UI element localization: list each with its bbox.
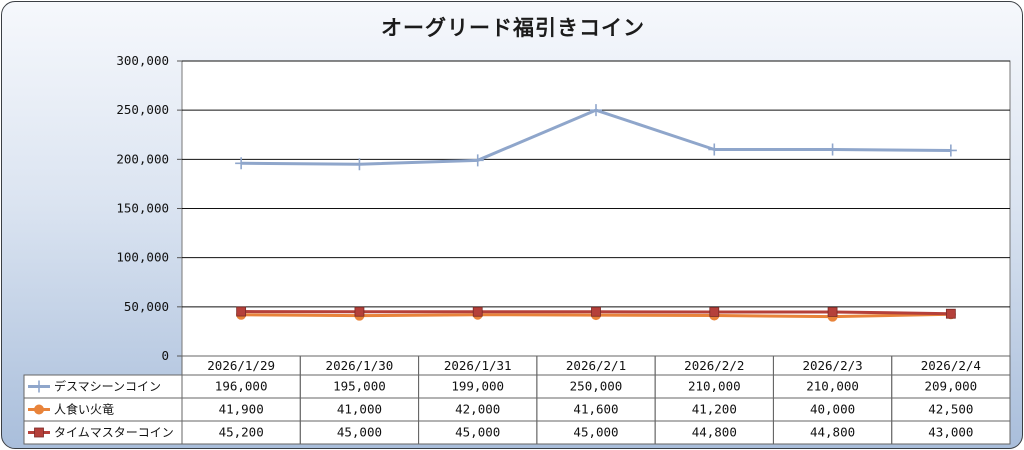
data-point bbox=[827, 307, 838, 317]
data-point bbox=[945, 308, 956, 319]
y-tick-label: 0 bbox=[161, 348, 169, 363]
data-point bbox=[944, 144, 957, 157]
data-table-value: 45,200 bbox=[219, 425, 264, 440]
data-table-value: 44,800 bbox=[810, 425, 855, 440]
data-table-value: 45,000 bbox=[455, 425, 500, 440]
data-table-value: 44,800 bbox=[692, 425, 737, 440]
data-point bbox=[354, 306, 365, 317]
data-table-value: 45,000 bbox=[573, 425, 618, 440]
x-category-label: 2026/1/31 bbox=[444, 358, 512, 373]
y-tick-label: 200,000 bbox=[116, 151, 169, 166]
data-point bbox=[235, 157, 248, 170]
table-row bbox=[23, 374, 1011, 399]
data-point bbox=[590, 104, 602, 117]
data-table-value: 42,000 bbox=[455, 402, 500, 417]
y-tick-label: 300,000 bbox=[116, 53, 169, 68]
data-table-value: 210,000 bbox=[806, 379, 859, 394]
data-table-value: 209,000 bbox=[925, 379, 978, 394]
data-table-value: 41,200 bbox=[692, 402, 737, 417]
data-point bbox=[709, 307, 720, 317]
data-table-value: 195,000 bbox=[333, 379, 386, 394]
y-tick-label: 250,000 bbox=[116, 102, 169, 117]
data-point bbox=[826, 143, 839, 156]
data-table-value: 45,000 bbox=[337, 425, 382, 440]
data-table-value: 196,000 bbox=[215, 379, 268, 394]
y-tick-label: 50,000 bbox=[124, 299, 169, 314]
data-point bbox=[708, 143, 721, 156]
table-row bbox=[23, 397, 1011, 422]
legend-label: 人食い火竜 bbox=[54, 402, 114, 417]
x-category-label: 2026/2/1 bbox=[566, 358, 626, 373]
data-table-value: 41,600 bbox=[573, 402, 618, 417]
x-category-label: 2026/1/30 bbox=[326, 358, 394, 373]
x-category-label: 2026/2/4 bbox=[921, 358, 981, 373]
data-table-value: 42,500 bbox=[928, 402, 973, 417]
data-point bbox=[236, 306, 247, 317]
data-table-value: 41,000 bbox=[337, 402, 382, 417]
data-table-value: 199,000 bbox=[451, 379, 504, 394]
data-table-value: 41,900 bbox=[219, 402, 264, 417]
data-table-value: 210,000 bbox=[688, 379, 741, 394]
y-tick-label: 100,000 bbox=[116, 250, 169, 265]
chart-title: オーグリード福引きコイン bbox=[381, 16, 645, 40]
legend-label: デスマシーンコイン bbox=[54, 379, 161, 394]
table-cell bbox=[891, 420, 1011, 445]
data-table-value: 250,000 bbox=[570, 379, 623, 394]
legend-key-marker bbox=[34, 427, 44, 438]
data-table-value: 40,000 bbox=[810, 402, 855, 417]
x-category-label: 2026/2/3 bbox=[802, 358, 862, 373]
legend-key-marker bbox=[34, 404, 44, 415]
y-tick-label: 150,000 bbox=[116, 201, 169, 216]
data-point bbox=[471, 154, 484, 167]
data-point bbox=[353, 158, 366, 171]
x-category-label: 2026/2/2 bbox=[684, 358, 744, 373]
legend-key-marker bbox=[33, 380, 45, 393]
data-point bbox=[472, 306, 483, 317]
data-point bbox=[591, 306, 601, 317]
data-table-value: 43,000 bbox=[928, 425, 973, 440]
x-category-label: 2026/1/29 bbox=[207, 358, 275, 373]
legend-label: タイムマスターコイン bbox=[54, 426, 174, 440]
